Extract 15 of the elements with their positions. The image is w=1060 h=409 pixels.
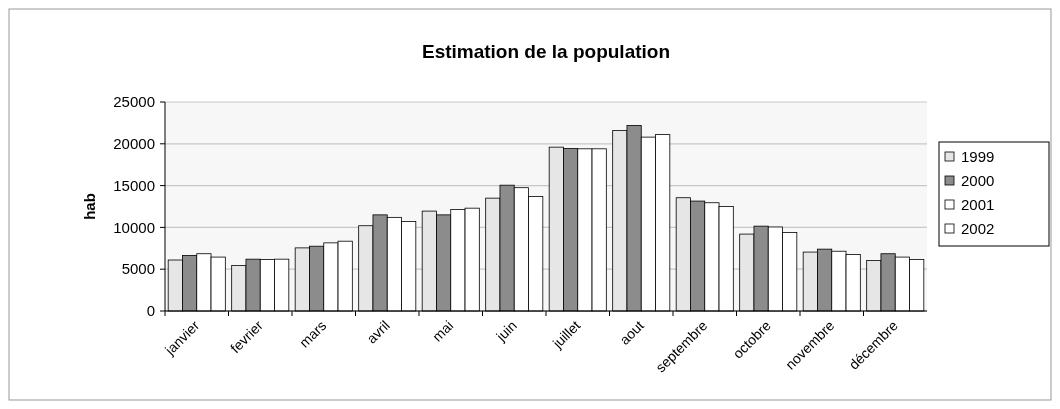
y-tick-label: 25000 [113, 93, 155, 111]
y-tick-label: 20000 [113, 135, 155, 153]
y-tick-label: 10000 [113, 218, 155, 236]
y-tick-label: 15000 [113, 176, 155, 194]
y-axis-title: hab [81, 193, 98, 220]
x-tick-label: avril [363, 317, 393, 347]
y-tick-label: 0 [146, 302, 155, 320]
x-tick-label: juin [492, 317, 520, 345]
x-tick-label: mai [429, 317, 457, 345]
chart-title: Estimation de la population [421, 41, 671, 62]
y-tick-label: 5000 [121, 260, 155, 278]
legend-label: 1999 [961, 148, 995, 166]
legend-label: 2002 [961, 220, 995, 238]
legend-label: 2001 [961, 196, 995, 214]
legend-label: 2000 [961, 172, 995, 190]
